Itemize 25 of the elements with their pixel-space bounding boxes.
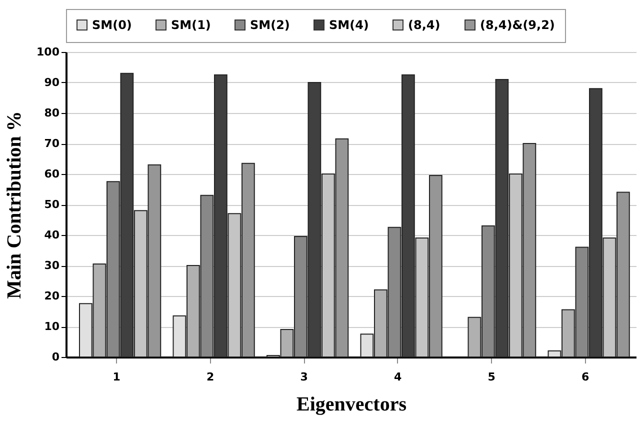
y-tick-label: 30: [44, 259, 60, 272]
y-tick-label: 50: [44, 198, 60, 211]
x-axis-title: Eigenvectors: [296, 394, 407, 416]
legend-label: SM(2): [250, 18, 290, 32]
x-tick-label: 5: [488, 370, 496, 384]
y-tick-label: 100: [36, 46, 60, 58]
legend-label: SM(0): [92, 18, 132, 32]
x-tick-label: 6: [582, 370, 590, 384]
x-tick-label: 2: [206, 370, 214, 384]
y-tick-label: 10: [44, 320, 60, 333]
y-tick-label: 40: [44, 228, 60, 242]
x-tick-label: 1: [112, 370, 120, 384]
y-tick-label: 0: [52, 350, 60, 364]
y-tick-label: 20: [44, 290, 60, 302]
y-tick-label: 90: [44, 76, 60, 89]
legend-label: SM(1): [171, 18, 211, 32]
legend-label: (8,4)&(9,2): [480, 18, 555, 32]
y-tick-label: 60: [44, 168, 60, 180]
x-tick-label: 4: [394, 370, 402, 384]
y-axis-title: Main Contribution %: [4, 111, 26, 299]
y-tick-label: 70: [44, 137, 60, 150]
x-tick-label: 3: [300, 370, 308, 384]
y-tick-label: 80: [44, 106, 60, 120]
legend-label: (8,4): [408, 18, 440, 32]
legend-label: SM(4): [329, 18, 369, 32]
